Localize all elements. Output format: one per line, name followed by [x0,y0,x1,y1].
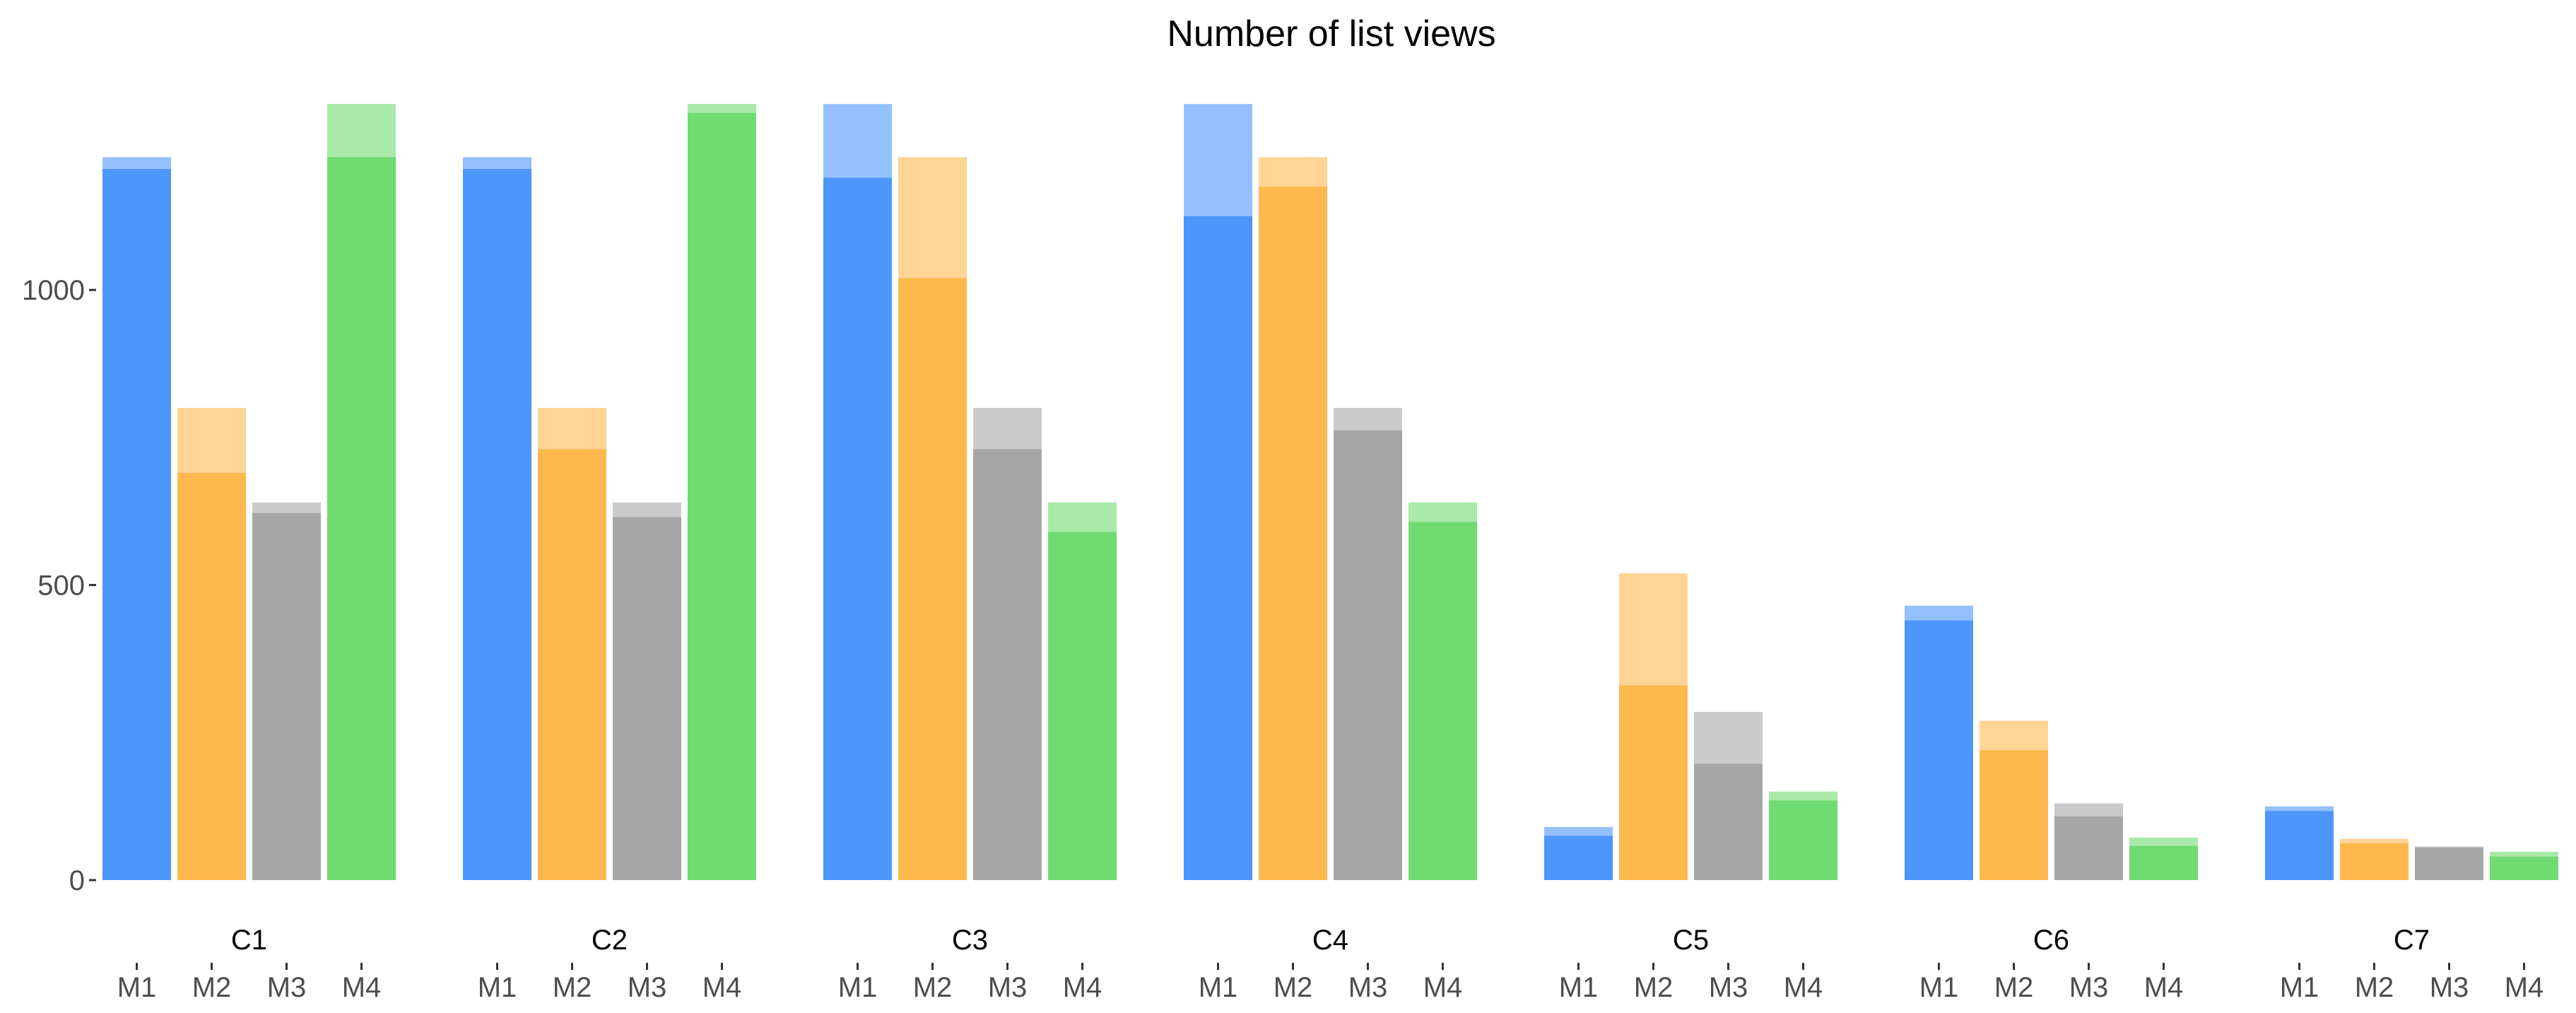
group-label-C5: C5 [1673,925,1709,956]
chart-title: Number of list views [1167,13,1495,54]
y-tick-label: 0 [69,865,85,896]
x-tick-label-M4: M4 [2144,972,2184,1003]
bar-C6-M2-part [1980,750,2048,880]
bar-C3-M3-part [973,449,1042,880]
bar-C6-M3-part [2054,816,2123,880]
bar-C2-M3-part [613,517,681,880]
y-axis: 0 500 1000 [22,275,96,896]
x-tick-label-M2: M2 [1274,972,1313,1003]
x-tick-label-M1: M1 [1559,972,1599,1003]
x-tick-label-M3: M3 [988,972,1028,1003]
x-tick-label-M4: M4 [2505,972,2544,1003]
bar-C7-M1-part [2265,811,2334,880]
bar-C2-M4-part [688,112,756,880]
x-tick-label-M2: M2 [1634,972,1674,1003]
x-tick-label-M2: M2 [192,972,232,1003]
bar-C4-M3-part [1334,430,1402,880]
bar-C1-M1-part [102,169,171,880]
group-label-C3: C3 [952,925,988,956]
x-tick-label-M1: M1 [2280,972,2319,1003]
x-tick-label-M4: M4 [1423,972,1463,1003]
x-axis: M1 M2 M3 M4 C1 M1 M2 M3 M4 C2 M1 M2 M3 M4 C3 M1 M2 M3 M4 C4… [117,925,2544,1003]
bar-C1-M4-part [327,157,396,880]
bar-C7-M4-part [2490,856,2558,880]
bar-C3-M2-part [898,278,967,880]
group-label-C4: C4 [1312,925,1348,956]
x-tick-label-M1: M1 [1919,972,1959,1003]
x-tick-label-M1: M1 [478,972,517,1003]
x-tick-label-M2: M2 [1994,972,2034,1003]
x-tick-label-M4: M4 [1784,972,1823,1003]
group-label-C1: C1 [231,925,267,956]
x-tick-label-M2: M2 [2355,972,2394,1003]
x-tick-label-M4: M4 [342,972,382,1003]
x-tick-label-M1: M1 [838,972,878,1003]
bar-C3-M1-part [823,177,892,881]
bar-C5-M4-part [1769,800,1837,880]
x-tick-label-M2: M2 [553,972,592,1003]
group-label-C2: C2 [592,925,628,956]
bar-C3-M4-part [1048,532,1117,880]
bar-C5-M2-part [1619,685,1688,880]
x-tick-label-M2: M2 [913,972,953,1003]
bar-C7-M2-part [2340,843,2409,880]
bar-C4-M1-part [1184,216,1252,881]
bar-C2-M2-part [538,449,606,880]
x-tick-label-M3: M3 [2069,972,2109,1003]
x-tick-label-M4: M4 [702,972,742,1003]
y-tick-label: 500 [37,570,85,602]
bar-C6-M1-part [1905,620,1973,880]
bar-C1-M2-part [177,472,246,880]
group-label-C7: C7 [2394,925,2430,956]
x-tick-label-M3: M3 [267,972,307,1003]
bar-C4-M4-part [1408,522,1477,880]
x-tick-label-M3: M3 [628,972,667,1003]
bar-C5-M1-part [1544,836,1613,880]
x-tick-label-M4: M4 [1063,972,1102,1003]
bar-C1-M3-part [252,513,321,880]
group-label-C6: C6 [2033,925,2069,956]
bars [102,104,2558,881]
bar-C4-M2-part [1259,187,1327,880]
bar-C5-M3-part [1694,763,1763,880]
x-tick-label-M1: M1 [117,972,157,1003]
x-tick-label-M3: M3 [2430,972,2469,1003]
x-tick-label-M1: M1 [1199,972,1238,1003]
bar-C7-M3-part [2415,848,2483,880]
x-tick-label-M3: M3 [1348,972,1388,1003]
y-tick-label: 1000 [22,275,85,306]
bar-C6-M4-part [2129,845,2198,880]
bar-C2-M1-part [463,169,531,880]
x-tick-label-M3: M3 [1709,972,1748,1003]
